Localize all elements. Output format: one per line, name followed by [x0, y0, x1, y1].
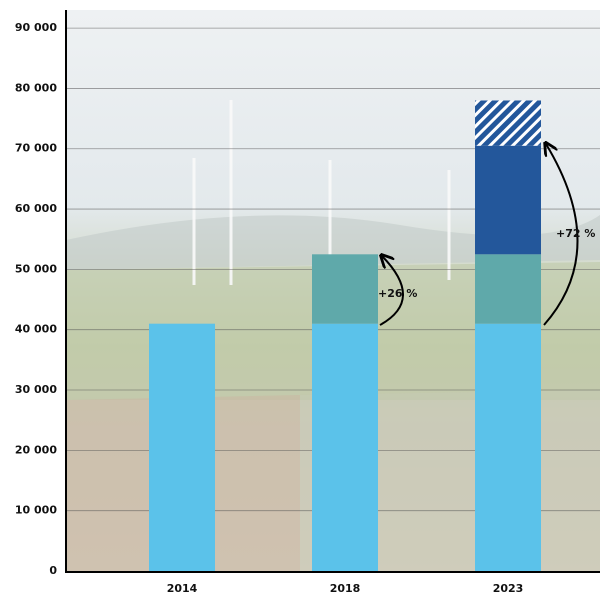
bar-segment — [312, 323, 378, 571]
y-tick-label: 60 000 — [15, 202, 57, 215]
y-tick-label: 40 000 — [15, 323, 57, 336]
annotation: +26 % — [378, 287, 417, 300]
bar-segment — [149, 323, 215, 571]
y-tick-label: 10 000 — [15, 504, 57, 517]
y-tick-label: 20 000 — [15, 443, 57, 456]
y-tick-label: 80 000 — [15, 81, 57, 94]
y-tick-label: 90 000 — [15, 21, 57, 34]
bar-segment — [475, 323, 541, 571]
y-tick-label: 30 000 — [15, 383, 57, 396]
x-tick-label: 2014 — [167, 582, 198, 595]
bar-segment — [312, 254, 378, 324]
bar-segment — [475, 100, 541, 146]
bar-segment — [475, 145, 541, 255]
y-tick-label: 50 000 — [15, 262, 57, 275]
arrow — [544, 144, 579, 326]
bars — [149, 100, 541, 571]
annotation: +72 % — [556, 227, 595, 240]
x-tick-label: 2023 — [493, 582, 524, 595]
x-tick-label: 2018 — [330, 582, 361, 595]
y-tick-label: 0 — [49, 564, 57, 577]
arrow — [380, 256, 404, 326]
y-tick-label: 70 000 — [15, 142, 57, 155]
bar-segment — [475, 254, 541, 324]
